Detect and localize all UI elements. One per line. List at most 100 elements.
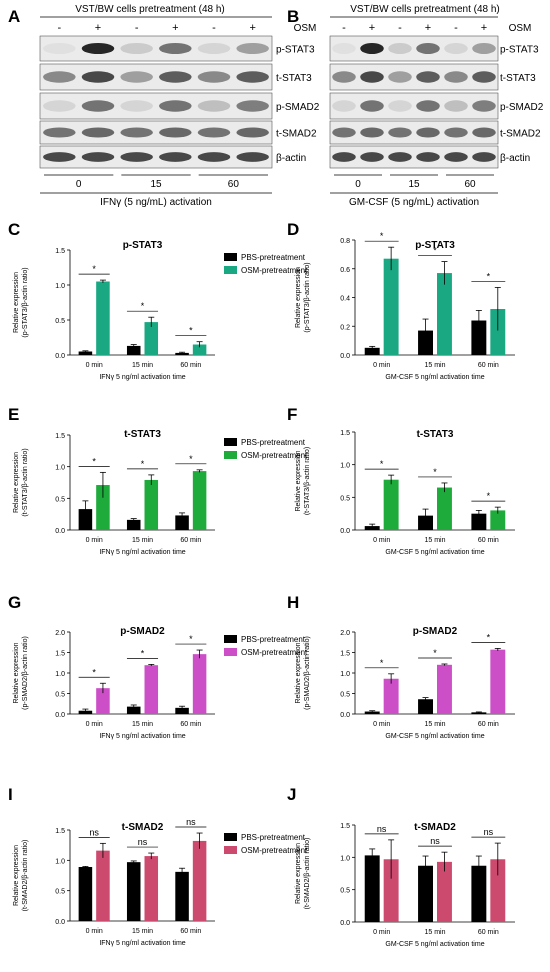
y-tick-label: 0.5: [55, 318, 65, 325]
x-tick-label: 60 min: [478, 721, 499, 728]
blot-band: [236, 100, 269, 112]
blot-band: [332, 152, 356, 162]
x-tick-label: 0 min: [86, 362, 103, 369]
legend-swatch: [224, 648, 237, 656]
panel-letter: H: [287, 593, 299, 612]
x-tick-label: 0 min: [373, 537, 390, 544]
blot-band: [43, 71, 76, 83]
significance-mark: *: [433, 246, 437, 256]
band-label: β-actin: [276, 153, 306, 164]
bar-pbs: [364, 855, 380, 922]
time-label: 15: [150, 179, 162, 190]
legend-swatch: [224, 451, 237, 459]
significance-mark: ns: [377, 824, 387, 834]
chart-title: p-STAT3: [415, 240, 455, 251]
blot-band: [159, 71, 192, 83]
y-tick-label: 1.0: [55, 858, 65, 865]
blot-band: [81, 127, 115, 138]
blot-band: [120, 127, 153, 138]
significance-mark: *: [141, 301, 145, 311]
band-label: p-SMAD2: [276, 102, 320, 113]
bar-pbs: [126, 706, 141, 714]
blot-strip: [329, 145, 499, 169]
y-axis-label: Relative expression: [13, 642, 20, 703]
legend-label: OSM-pretreatment: [241, 451, 308, 460]
western-blot-panel-A: A VST/BW cells pretreatment (48 h) - + - + - + O…: [8, 4, 320, 208]
blot-band: [444, 100, 468, 112]
bar-pbs: [418, 330, 433, 355]
chart-title: t-STAT3: [124, 429, 161, 440]
bar-pbs: [471, 865, 487, 922]
bar-osm: [192, 344, 207, 355]
osm-sign: +: [481, 22, 487, 34]
legend-label: OSM-pretreatment: [241, 648, 308, 657]
blot-band: [197, 100, 231, 112]
y-axis-label: (t-STAT3/β-actin ratio): [304, 447, 311, 515]
blot-band: [159, 152, 192, 162]
x-tick-label: 60 min: [180, 721, 201, 728]
blot-band: [120, 152, 153, 162]
y-axis-label: (t-STAT3/β-actin ratio): [22, 448, 29, 516]
chart-title: p-STAT3: [123, 240, 163, 251]
bar-pbs: [175, 707, 189, 714]
time-label: 60: [464, 179, 476, 190]
blot-header: VST/BW cells pretreatment (48 h): [75, 4, 225, 15]
bar-osm: [96, 281, 110, 355]
bar-osm: [144, 665, 159, 714]
x-tick-label: 60 min: [180, 362, 201, 369]
x-tick-label: 60 min: [478, 929, 499, 936]
bar-osm: [490, 510, 506, 530]
blot-band: [120, 71, 153, 83]
blot-strip: [39, 145, 273, 169]
blot-strip: [39, 120, 273, 145]
blot-band: [120, 100, 153, 112]
x-tick-label: 0 min: [86, 721, 103, 728]
y-tick-label: 0.4: [340, 296, 350, 303]
blot-band: [360, 152, 384, 162]
legend-swatch: [224, 833, 237, 841]
blot-band: [197, 127, 231, 138]
bar-osm: [383, 258, 399, 355]
bar-pbs: [126, 519, 141, 530]
legend-label: OSM-pretreatment: [241, 266, 308, 275]
blot-strip: [329, 120, 499, 145]
bar-pbs: [175, 352, 189, 355]
blot-band: [444, 127, 468, 138]
bar-pbs: [78, 351, 93, 355]
x-tick-label: 0 min: [373, 721, 390, 728]
bar-pbs: [471, 513, 487, 530]
blot-band: [472, 71, 496, 83]
x-tick-label: 60 min: [180, 537, 201, 544]
blot-band: [416, 71, 440, 83]
bar-osm: [96, 485, 110, 530]
y-axis-label: Relative expression: [295, 267, 302, 328]
blot-strip: [329, 92, 499, 120]
x-tick-label: 60 min: [180, 928, 201, 935]
x-tick-label: 15 min: [132, 537, 153, 544]
y-axis-label: (p-STAT3/β-actin ratio): [304, 262, 311, 332]
blot-band: [236, 43, 269, 54]
significance-mark: ns: [186, 817, 196, 827]
y-tick-label: 2.0: [340, 630, 350, 637]
significance-mark: *: [380, 459, 384, 469]
x-tick-label: 0 min: [86, 537, 103, 544]
y-tick-label: 0.0: [340, 528, 350, 535]
significance-mark: *: [92, 667, 96, 677]
bar-pbs: [78, 867, 93, 921]
blot-strip: [329, 35, 499, 62]
panel-letter: E: [8, 405, 19, 424]
significance-mark: ns: [430, 836, 440, 846]
blot-band: [472, 100, 496, 112]
x-axis-label: GM-CSF 5 ng/ml activation time: [385, 941, 484, 948]
activation-label: GM-CSF (5 ng/mL) activation: [349, 197, 479, 208]
blot-band: [197, 43, 231, 54]
blot-band: [159, 43, 192, 54]
time-label: 60: [228, 179, 240, 190]
blot-band: [472, 43, 496, 54]
blot-band: [360, 71, 384, 83]
bar-pbs: [471, 320, 487, 355]
legend-label: OSM-pretreatment: [241, 846, 308, 855]
